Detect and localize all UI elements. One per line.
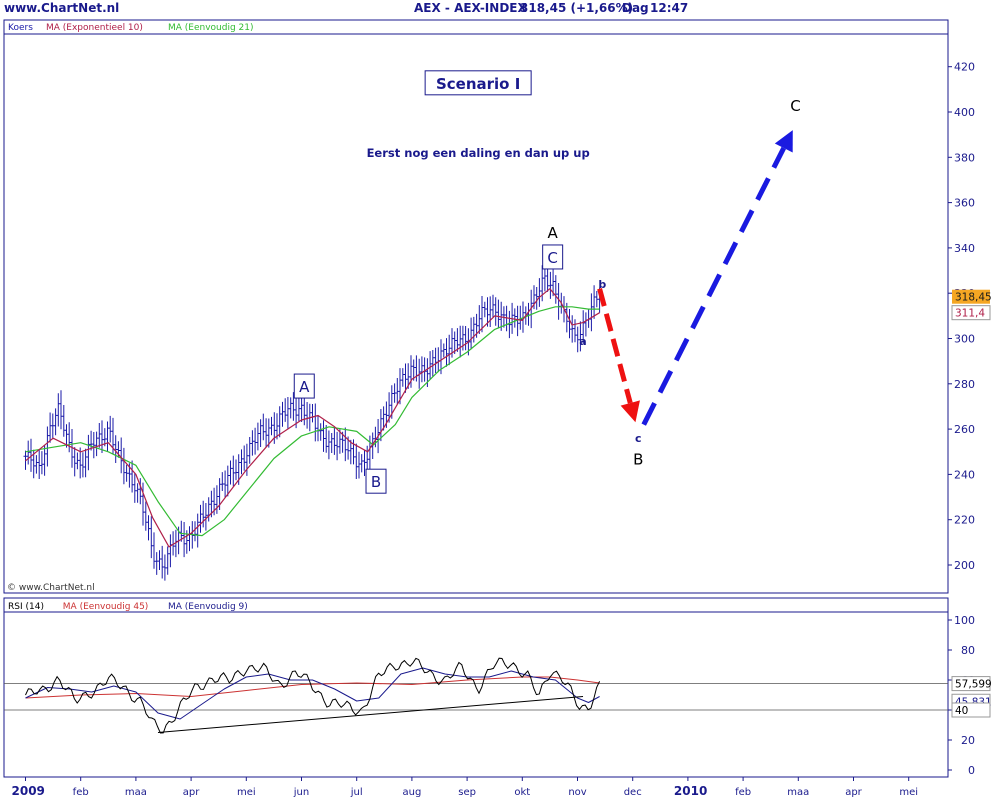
x-axis-tick-label: apr xyxy=(183,787,200,798)
period-label: Dag xyxy=(622,1,649,15)
ma-simple21-line xyxy=(25,306,600,537)
x-axis-tick-label: apr xyxy=(845,787,862,798)
rsi-legend-entry: MA (Eenvoudig 9) xyxy=(168,602,248,612)
x-axis-tick-label: dec xyxy=(624,787,642,798)
last-price-label: 318,45 xyxy=(955,292,992,304)
x-axis-tick-label: sep xyxy=(458,787,476,798)
price-panel-frame xyxy=(3,19,949,594)
wave-label-small: c xyxy=(635,432,642,445)
x-axis-tick-label: feb xyxy=(735,787,751,798)
wave-label-small: a xyxy=(579,335,586,348)
rsi-line xyxy=(25,657,601,734)
wave-label: B xyxy=(371,473,381,491)
price-legend-entry: MA (Eenvoudig 21) xyxy=(168,23,254,33)
rsi-y-tick-label: 80 xyxy=(961,644,975,657)
site-title[interactable]: www.ChartNet.nl xyxy=(4,1,120,15)
price-y-tick-label: 340 xyxy=(954,242,975,255)
rsi-ma9-line xyxy=(25,667,600,720)
red-arrow-head xyxy=(620,400,640,423)
rsi-y-tick-label: 100 xyxy=(954,614,975,627)
price-y-tick-label: 400 xyxy=(954,106,975,119)
wave-label-small: b xyxy=(598,278,606,291)
time-label: 12:47 xyxy=(650,1,689,15)
price-y-tick-label: 240 xyxy=(954,468,975,481)
x-axis-tick-label: mei xyxy=(237,787,256,798)
scenario-note: Eerst nog een daling en dan up up xyxy=(367,146,590,160)
price-ohlc-bars xyxy=(23,265,602,581)
chart-header: www.ChartNet.nl AEX - AEX-INDEX 318,45 (… xyxy=(0,0,1000,18)
blue-arrow-shaft xyxy=(641,146,786,426)
wave-label: C xyxy=(547,249,557,267)
rsi-legend-entry: MA (Eenvoudig 45) xyxy=(63,602,149,612)
price-y-tick-label: 260 xyxy=(954,423,975,436)
rsi-y-tick-label: 20 xyxy=(961,734,975,747)
x-axis-tick-label: feb xyxy=(73,787,89,798)
price-y-tick-label: 420 xyxy=(954,61,975,74)
red-arrow-shaft xyxy=(597,288,633,404)
wave-label-box xyxy=(365,468,387,494)
rsi-level-label: 40 xyxy=(955,705,968,717)
x-axis-tick-label: 2009 xyxy=(12,784,45,798)
rsi-y-tick-label: 0 xyxy=(968,764,975,777)
price-y-tick-label: 280 xyxy=(954,378,975,391)
wave-label: C xyxy=(790,97,800,115)
wave-label: A xyxy=(299,378,310,396)
x-axis-tick-label: maa xyxy=(125,787,147,798)
symbol-name: AEX - AEX-INDEX xyxy=(414,1,527,15)
price-legend-entry: Koers xyxy=(8,23,33,33)
price-y-tick-label: 360 xyxy=(954,197,975,210)
rsi-level-label-bg xyxy=(951,702,991,718)
scenario-title: Scenario I xyxy=(436,75,520,93)
price-y-tick-label: 220 xyxy=(954,514,975,527)
ma-exp10-line xyxy=(25,288,600,548)
wave-label: A xyxy=(548,224,559,242)
rsi-trendline xyxy=(157,696,584,733)
price-y-tick-label: 380 xyxy=(954,151,975,164)
wave-label-box xyxy=(542,244,564,270)
x-axis-tick-label: maa xyxy=(787,787,809,798)
price-y-tick-label: 300 xyxy=(954,333,975,346)
wave-label: B xyxy=(633,451,643,469)
ma-value-label: 311,4 xyxy=(955,308,985,320)
x-axis-tick-label: jun xyxy=(293,787,309,798)
last-price-label-bg xyxy=(952,289,990,304)
x-axis-tick-label: nov xyxy=(568,787,586,798)
rsi-legend-entry: RSI (14) xyxy=(8,602,44,612)
x-axis-tick-label: mei xyxy=(899,787,918,798)
rsi-value-label-bg xyxy=(951,676,991,692)
watermark: © www.ChartNet.nl xyxy=(7,583,95,593)
x-axis-tick-label: jul xyxy=(350,787,363,798)
quote-value: 318,45 (+1,66%) xyxy=(520,1,634,15)
price-y-tick-label: 200 xyxy=(954,559,975,572)
rsi-value-label: 57,599 xyxy=(955,679,992,691)
blue-arrow-head xyxy=(774,130,793,153)
wave-label-box xyxy=(293,373,315,399)
ma-value-label-bg xyxy=(951,305,991,321)
x-axis-tick-label: 2010 xyxy=(674,784,707,798)
scenario-title-box xyxy=(424,70,532,96)
x-axis-tick-label: aug xyxy=(402,787,421,798)
price-legend-entry: MA (Exponentieel 10) xyxy=(46,23,143,33)
x-axis-tick-label: okt xyxy=(514,787,530,798)
